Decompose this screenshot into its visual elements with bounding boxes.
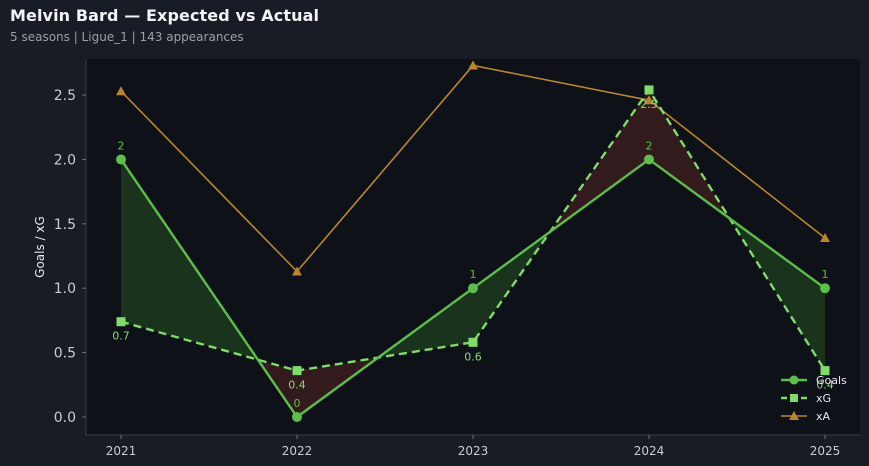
xa-point bbox=[468, 60, 478, 70]
legend-xa-label: xA bbox=[816, 410, 831, 423]
xg-point bbox=[116, 317, 126, 327]
goals-point bbox=[820, 283, 830, 294]
xg-line bbox=[120, 88, 827, 372]
legend-goals-marker bbox=[789, 375, 799, 385]
chart-subtitle: 5 seasons | Ligue_1 | 143 appearances bbox=[10, 30, 244, 44]
legend-goals-label: Goals bbox=[816, 374, 847, 387]
goals-data-label: 2 bbox=[118, 139, 125, 152]
y-axis-label: Goals / xG bbox=[33, 216, 47, 278]
y-tick-label: 0.5 bbox=[54, 346, 76, 362]
chart-title: Melvin Bard — Expected vs Actual bbox=[10, 6, 320, 25]
goals-data-label: 0 bbox=[294, 397, 301, 410]
xg-data-label: 0.4 bbox=[816, 379, 834, 392]
x-tick-label: 2022 bbox=[282, 444, 313, 458]
xg-data-label: 0.6 bbox=[464, 350, 482, 363]
data-labels: 2 0 1 2 1 0.7 0.4 0.6 2.5 0.4 bbox=[112, 98, 834, 410]
goals-point bbox=[292, 411, 302, 422]
goals-data-label: 1 bbox=[470, 268, 477, 281]
y-tick-label: 1.5 bbox=[54, 217, 76, 233]
xa-point bbox=[644, 95, 654, 105]
goals-data-label: 2 bbox=[646, 139, 653, 152]
xa-point bbox=[820, 232, 830, 242]
xg-point bbox=[292, 366, 302, 376]
x-tick-label: 2021 bbox=[106, 444, 137, 458]
goals-point bbox=[644, 154, 654, 165]
plot-area bbox=[86, 59, 860, 435]
legend-xa-marker bbox=[789, 411, 799, 420]
legend-xg-label: xG bbox=[816, 392, 831, 405]
legend: Goals xG xA bbox=[781, 374, 847, 423]
x-tick-label: 2024 bbox=[634, 444, 665, 458]
xg-data-label: 2.5 bbox=[640, 98, 658, 111]
y-tick-label: 2.5 bbox=[54, 88, 76, 104]
xg-point bbox=[468, 337, 478, 347]
xg-point bbox=[644, 85, 654, 95]
y-tick-label: 2.0 bbox=[54, 152, 76, 168]
xg-point bbox=[820, 366, 830, 376]
legend-xg-marker bbox=[790, 394, 798, 402]
xa-point bbox=[292, 266, 302, 276]
series-lines bbox=[116, 60, 830, 422]
xg-data-label: 0.4 bbox=[288, 379, 306, 392]
x-tick-label: 2023 bbox=[458, 444, 489, 458]
goals-data-label: 1 bbox=[822, 268, 829, 281]
goals-point bbox=[116, 154, 126, 165]
goals-point bbox=[468, 283, 478, 294]
x-tick-label: 2025 bbox=[810, 444, 841, 458]
y-tick-label: 1.0 bbox=[54, 281, 76, 297]
xa-point bbox=[116, 86, 126, 96]
y-tick-label: 0.0 bbox=[54, 410, 76, 426]
xg-data-label: 0.7 bbox=[112, 330, 130, 343]
